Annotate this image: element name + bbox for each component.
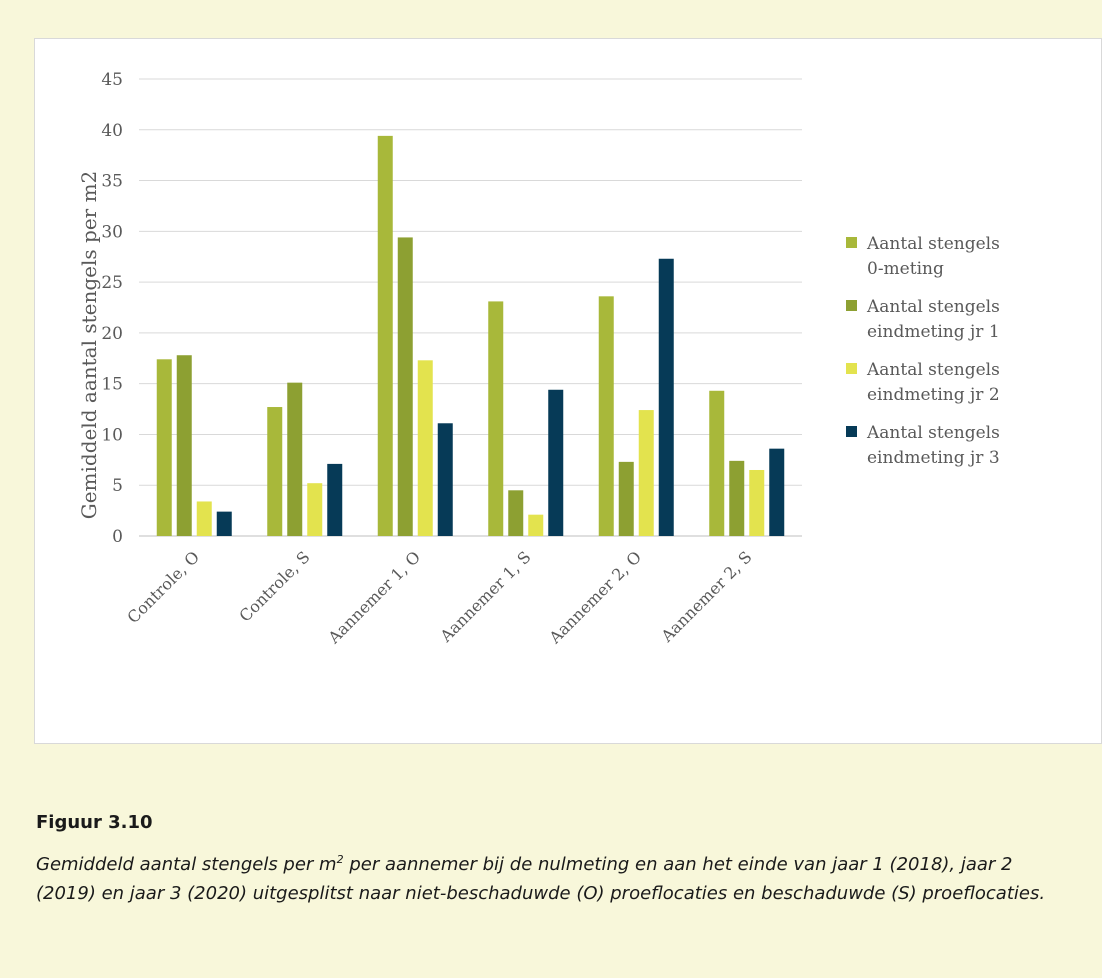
caption-label: Figuur 3.10 — [36, 812, 153, 833]
y-tick-label: 40 — [101, 121, 123, 141]
legend-label: eindmeting jr 1 — [867, 322, 1000, 342]
y-tick-label: 35 — [101, 172, 123, 192]
bar — [729, 460, 745, 536]
chart-panel: 0 5 10 15 20 25 30 35 40 45 Controle, O Controle, … — [34, 38, 1102, 744]
legend-label: 0-meting — [867, 259, 944, 279]
bar — [377, 135, 393, 537]
x-category-label: Aannemer 2, O — [545, 547, 645, 647]
y-tick-label: 15 — [101, 375, 123, 395]
legend-label: eindmeting jr 3 — [867, 448, 1000, 468]
bar — [397, 237, 413, 536]
legend: Aantal stengels 0-meting Aantal stengels ei… — [846, 234, 1000, 468]
bar — [638, 410, 654, 536]
bar — [437, 423, 453, 536]
legend-swatch — [846, 363, 857, 374]
y-axis-ticks: 0 5 10 15 20 25 30 35 40 45 — [101, 70, 123, 547]
bar — [508, 490, 524, 536]
bar — [658, 258, 674, 536]
legend-label: eindmeting jr 2 — [867, 385, 1000, 405]
legend-swatch — [846, 237, 857, 248]
bar — [196, 501, 212, 536]
bar — [216, 511, 232, 536]
y-tick-label: 20 — [101, 324, 123, 344]
bar — [618, 461, 634, 536]
legend-label: Aantal stengels — [866, 360, 1000, 380]
legend-swatch — [846, 300, 857, 311]
legend-swatch — [846, 426, 857, 437]
x-category-label: Aannemer 1, O — [324, 547, 424, 647]
caption-text-part-1: Gemiddeld aantal stengels per m — [36, 854, 337, 875]
legend-label: Aantal stengels — [866, 234, 1000, 254]
x-category-label: Aannemer 2, S — [657, 547, 756, 646]
y-tick-label: 5 — [112, 476, 123, 496]
y-tick-label: 25 — [101, 273, 123, 293]
bar — [709, 390, 725, 536]
bar — [156, 359, 172, 536]
bar — [528, 514, 544, 536]
bar — [176, 355, 192, 536]
bar — [287, 382, 303, 536]
bar — [417, 360, 433, 536]
caption-superscript: 2 — [336, 853, 344, 866]
x-axis-categories: Controle, O Controle, S Aannemer 1, O Aanne… — [123, 547, 755, 647]
bar — [769, 448, 785, 536]
bar — [598, 296, 614, 536]
y-axis-title: Gemiddeld aantal stengels per m2 — [77, 171, 101, 520]
bar — [488, 301, 504, 536]
caption-text: Gemiddeld aantal stengels per m2 per aan… — [36, 845, 1076, 908]
x-category-label: Controle, O — [123, 547, 203, 627]
y-tick-label: 30 — [101, 222, 123, 242]
gridlines — [139, 78, 802, 537]
legend-label: Aantal stengels — [866, 423, 1000, 443]
bar — [548, 389, 564, 536]
y-tick-label: 0 — [112, 527, 123, 547]
y-tick-label: 10 — [101, 425, 123, 445]
figure-caption: Figuur 3.10 Gemiddeld aantal stengels pe… — [36, 812, 1076, 908]
caption-text-part-2: per aannemer bij de nulmeting en aan het… — [36, 854, 1046, 904]
bar — [749, 469, 765, 536]
bar — [267, 407, 283, 536]
bar — [307, 483, 323, 536]
x-category-label: Controle, S — [235, 547, 313, 625]
bar — [327, 463, 343, 536]
legend-label: Aantal stengels — [866, 297, 1000, 317]
y-tick-label: 45 — [101, 70, 123, 90]
x-category-label: Aannemer 1, S — [436, 547, 535, 646]
bar-chart: 0 5 10 15 20 25 30 35 40 45 Controle, O Controle, … — [77, 70, 1000, 648]
bars — [156, 135, 785, 537]
